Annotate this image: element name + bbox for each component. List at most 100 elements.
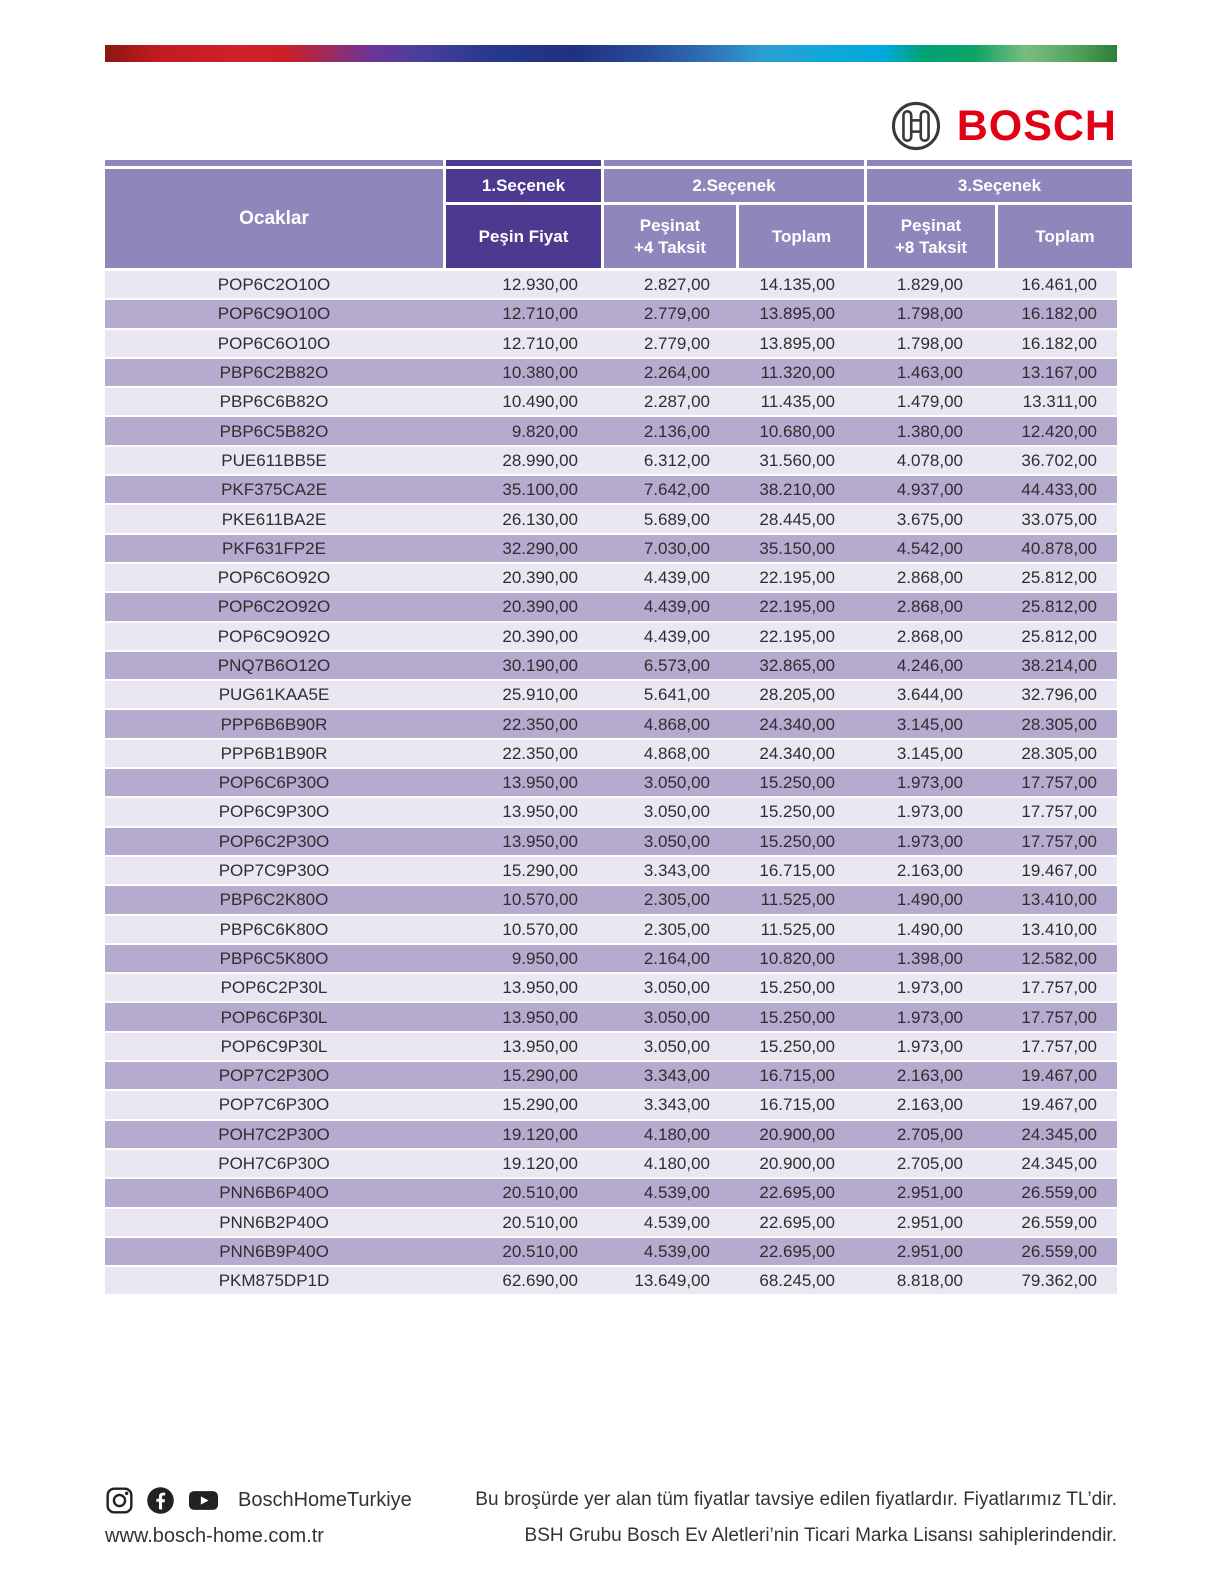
table-row: POP6C6O10O 12.710,00 2.779,00 13.895,00 1.79… <box>105 329 1117 359</box>
model-code: PBP6C5K80O <box>219 948 329 968</box>
price-cell: 44.433,00 <box>1021 480 1097 500</box>
price-cell: 11.435,00 <box>760 392 835 412</box>
price-cell: 40.878,00 <box>1021 538 1097 558</box>
price-cell: 1.973,00 <box>896 773 963 793</box>
price-cell: 2.305,00 <box>643 919 710 939</box>
price-cell: 3.050,00 <box>643 831 710 851</box>
model-code: PNQ7B6O12O <box>217 656 331 675</box>
price-cell: 1.798,00 <box>896 333 963 353</box>
price-cell: 4.078,00 <box>896 450 963 470</box>
price-cell: 6.573,00 <box>643 656 710 675</box>
price-cell: 2.136,00 <box>643 421 710 441</box>
price-cell: 2.868,00 <box>896 568 963 588</box>
model-code: POP6C6O92O <box>217 568 331 588</box>
price-cell: 10.380,00 <box>502 363 578 383</box>
price-cell: 22.695,00 <box>759 1241 835 1261</box>
price-cell: 1.490,00 <box>896 919 963 939</box>
model-code: PBP6C6K80O <box>219 919 329 939</box>
price-cell: 2.163,00 <box>896 861 963 881</box>
price-cell: 12.930,00 <box>502 275 578 295</box>
price-cell: 2.779,00 <box>643 333 710 353</box>
social-row: BoschHomeTurkiye <box>105 1483 412 1517</box>
table-row: PKF631FP2E 32.290,00 7.030,00 35.150,00 4.54… <box>105 534 1117 564</box>
price-cell: 19.120,00 <box>502 1124 578 1144</box>
model-code: POP7C6P30O <box>218 1095 330 1115</box>
price-cell: 2.951,00 <box>896 1212 963 1232</box>
price-cell: 31.560,00 <box>759 450 835 470</box>
price-cell: 4.439,00 <box>643 626 710 646</box>
header-cap <box>867 160 1132 166</box>
price-cell: 1.973,00 <box>896 978 963 998</box>
price-cell: 19.467,00 <box>1021 1095 1097 1115</box>
table-row: PUE611BB5E 28.990,00 6.312,00 31.560,00 4.07… <box>105 446 1117 477</box>
bosch-supergraphic-bar <box>105 45 1117 62</box>
price-cell: 1.798,00 <box>896 304 963 324</box>
price-cell: 15.250,00 <box>759 773 835 793</box>
model-code: POP6C2P30O <box>218 831 330 851</box>
price-cell: 26.559,00 <box>1021 1183 1097 1203</box>
column-header-pesin-fiyat: Peşin Fiyat <box>446 205 601 268</box>
price-cell: 32.865,00 <box>759 656 835 675</box>
bosch-armature-icon <box>890 100 942 152</box>
table-row: POP6C9O92O 20.390,00 4.439,00 22.195,00 2.86… <box>105 622 1117 652</box>
website-link[interactable]: www.bosch-home.com.tr <box>105 1524 324 1547</box>
price-cell: 13.950,00 <box>502 1007 578 1027</box>
price-cell: 1.463,00 <box>896 363 963 383</box>
price-cell: 79.362,00 <box>1021 1271 1097 1291</box>
model-code: POP7C9P30O <box>218 861 330 881</box>
model-code: PBP6C2B82O <box>219 363 329 383</box>
model-code: PKM875DP1D <box>218 1271 330 1291</box>
price-cell: 22.195,00 <box>759 597 835 617</box>
price-cell: 13.895,00 <box>759 304 835 324</box>
model-code: PUG61KAA5E <box>218 685 330 705</box>
price-cell: 19.467,00 <box>1021 1066 1097 1086</box>
table-row: POP6C9P30L 13.950,00 3.050,00 15.250,00 1.97… <box>105 1032 1117 1063</box>
price-cell: 3.675,00 <box>896 509 963 529</box>
instagram-icon[interactable] <box>105 1486 134 1515</box>
price-cell: 20.510,00 <box>502 1212 578 1232</box>
table-row: PBP6C5B82O 9.820,00 2.136,00 10.680,00 1.380… <box>105 417 1117 447</box>
price-cell: 13.950,00 <box>502 773 578 793</box>
price-cell: 20.390,00 <box>502 626 578 646</box>
price-cell: 16.182,00 <box>1021 333 1097 353</box>
price-cell: 3.343,00 <box>643 1066 710 1086</box>
table-row: PKF375CA2E 35.100,00 7.642,00 38.210,00 4.93… <box>105 476 1117 506</box>
model-code: POP6C2O92O <box>217 597 331 617</box>
price-cell: 1.973,00 <box>896 802 963 822</box>
price-cell: 4.180,00 <box>643 1124 710 1144</box>
price-cell: 24.340,00 <box>759 743 835 763</box>
table-row: POP6C2O10O 12.930,00 2.827,00 14.135,00 1.82… <box>105 271 1117 301</box>
table-row: POP7C6P30O 15.290,00 3.343,00 16.715,00 2.16… <box>105 1091 1117 1121</box>
model-code: POP7C2P30O <box>218 1066 330 1086</box>
price-cell: 15.290,00 <box>502 861 578 881</box>
price-cell: 28.445,00 <box>759 509 835 529</box>
price-cell: 26.559,00 <box>1021 1212 1097 1232</box>
price-cell: 2.868,00 <box>896 626 963 646</box>
price-cell: 17.757,00 <box>1021 831 1097 851</box>
model-code: PNN6B6P40O <box>219 1183 329 1203</box>
price-cell: 2.951,00 <box>896 1241 963 1261</box>
price-cell: 30.190,00 <box>502 656 578 675</box>
price-cell: 24.345,00 <box>1021 1124 1097 1144</box>
footer-left: BoschHomeTurkiye www.bosch-home.com.tr <box>105 1483 412 1553</box>
price-cell: 10.490,00 <box>502 392 578 412</box>
price-cell: 3.145,00 <box>896 714 963 734</box>
table-row: POP7C9P30O 15.290,00 3.343,00 16.715,00 2.16… <box>105 856 1117 887</box>
model-code: POP6C2P30L <box>220 978 328 998</box>
facebook-icon[interactable] <box>146 1486 175 1515</box>
price-cell: 11.525,00 <box>760 890 835 910</box>
price-cell: 8.818,00 <box>896 1271 963 1291</box>
table-row: POP6C6P30L 13.950,00 3.050,00 15.250,00 1.97… <box>105 1003 1117 1033</box>
youtube-icon[interactable] <box>187 1486 220 1515</box>
price-cell: 1.479,00 <box>896 392 963 412</box>
price-cell: 25.812,00 <box>1021 597 1097 617</box>
price-cell: 13.167,00 <box>1021 363 1097 383</box>
price-cell: 28.305,00 <box>1021 743 1097 763</box>
price-cell: 20.390,00 <box>502 597 578 617</box>
price-cell: 15.250,00 <box>759 831 835 851</box>
table-row: POH7C2P30O 19.120,00 4.180,00 20.900,00 2.70… <box>105 1120 1117 1150</box>
price-cell: 11.320,00 <box>760 363 835 383</box>
table-row: PNN6B2P40O 20.510,00 4.539,00 22.695,00 2.95… <box>105 1208 1117 1238</box>
price-cell: 9.820,00 <box>511 421 578 441</box>
price-cell: 1.398,00 <box>896 948 963 968</box>
